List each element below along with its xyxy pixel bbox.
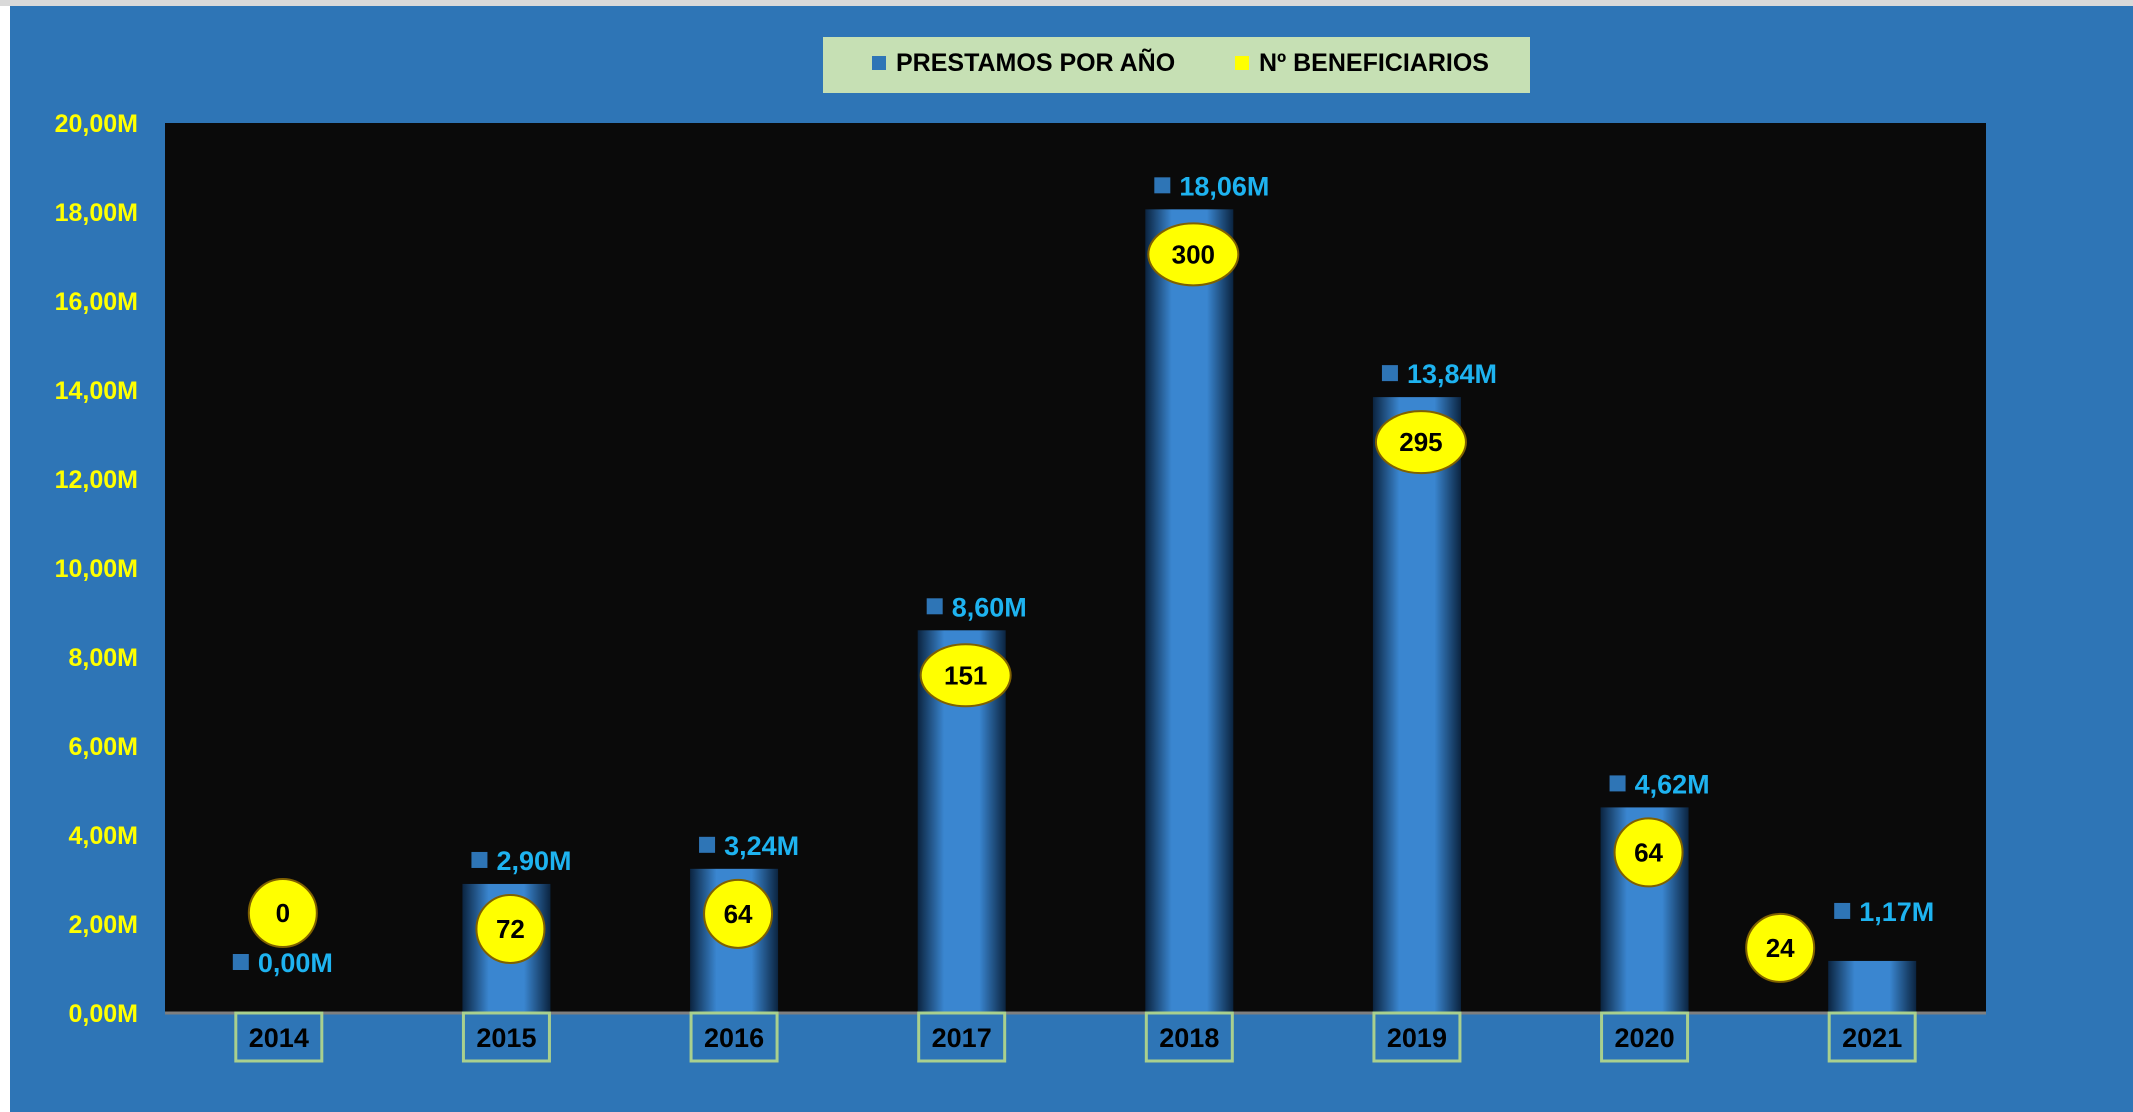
bar-value-label: 3,24M xyxy=(724,831,799,861)
value-label-marker xyxy=(1154,177,1171,194)
y-tick-label: 12,00M xyxy=(55,466,138,494)
bar xyxy=(1145,209,1234,1013)
x-tick-label: 2019 xyxy=(1387,1023,1447,1053)
beneficiaries-label: 0 xyxy=(276,898,290,928)
y-tick-label: 0,00M xyxy=(69,1000,138,1028)
bar-value-label: 4,62M xyxy=(1635,769,1710,799)
top-strip xyxy=(0,0,2133,6)
y-tick-label: 2,00M xyxy=(69,911,138,939)
x-tick-label: 2017 xyxy=(932,1023,992,1053)
beneficiaries-label: 64 xyxy=(724,899,753,929)
category-box xyxy=(461,1011,551,1063)
legend-marker xyxy=(872,56,886,70)
x-tick-label: 2020 xyxy=(1615,1023,1675,1053)
y-tick-label: 10,00M xyxy=(55,555,138,583)
x-tick-label: 2014 xyxy=(249,1023,309,1053)
bar-value-label: 13,84M xyxy=(1407,359,1497,389)
category-box xyxy=(689,1011,779,1063)
plot-area xyxy=(165,123,1986,1013)
y-tick-label: 20,00M xyxy=(55,110,138,138)
beneficiaries-bubble xyxy=(475,893,546,964)
category-box xyxy=(1827,1011,1917,1063)
bar-value-label: 1,17M xyxy=(1859,897,1934,927)
beneficiaries-bubble xyxy=(1374,410,1467,475)
beneficiaries-bubble xyxy=(247,878,318,948)
legend-marker xyxy=(1235,56,1249,70)
value-label-marker xyxy=(1834,902,1851,919)
bar-value-label: 0,00M xyxy=(258,948,333,978)
value-label-marker xyxy=(926,598,943,615)
value-label-marker xyxy=(471,851,488,868)
legend-label: PRESTAMOS POR AÑO xyxy=(896,47,1175,77)
beneficiaries-bubble xyxy=(919,643,1012,708)
x-tick-label: 2015 xyxy=(476,1023,536,1053)
beneficiaries-label: 24 xyxy=(1766,933,1795,963)
y-tick-label: 6,00M xyxy=(69,733,138,761)
category-box xyxy=(1144,1011,1234,1063)
bar xyxy=(1828,960,1917,1013)
y-tick-label: 14,00M xyxy=(55,377,138,405)
bar-series xyxy=(462,209,1917,1013)
beneficiaries-bubble xyxy=(1147,222,1240,287)
bar-value-labels: 0,00M 2,90M 3,24M 8,60M 18,06M 13,84M 4,62M 1,1… xyxy=(232,171,1934,978)
y-axis: 0,00M 2,00M 4,00M 6,00M 8,00M 10,00M 12,00M 14,… xyxy=(55,110,138,1028)
legend-label: Nº BENEFICIARIOS xyxy=(1259,49,1489,77)
value-label-marker xyxy=(699,836,716,853)
beneficiaries-label: 151 xyxy=(944,660,987,690)
bar-value-label: 18,06M xyxy=(1179,171,1269,201)
beneficiaries-bubble xyxy=(1745,912,1816,983)
y-tick-label: 16,00M xyxy=(55,288,138,316)
value-label-marker xyxy=(1609,775,1626,792)
beneficiaries-label: 72 xyxy=(496,914,525,944)
x-tick-label: 2021 xyxy=(1842,1023,1902,1053)
beneficiaries-label: 300 xyxy=(1172,239,1215,269)
category-box xyxy=(234,1011,324,1063)
value-label-marker xyxy=(1381,365,1398,382)
y-tick-label: 18,00M xyxy=(55,199,138,227)
beneficiaries-bubble xyxy=(1613,817,1684,888)
legend-box xyxy=(823,37,1530,93)
beneficiaries-bubble xyxy=(703,878,774,949)
bar-value-label: 2,90M xyxy=(496,846,571,876)
value-label-marker xyxy=(232,954,249,970)
x-tick-label: 2016 xyxy=(704,1023,764,1053)
beneficiaries-label: 64 xyxy=(1634,837,1663,867)
category-box xyxy=(1600,1011,1690,1063)
x-axis: 2014 2015 2016 2017 2018 2019 2020 2021 xyxy=(234,1011,1917,1063)
legend: PRESTAMOS POR AÑO Nº BENEFICIARIOS xyxy=(823,37,1530,93)
beneficiaries-label: 295 xyxy=(1399,427,1442,457)
category-box xyxy=(1372,1011,1462,1063)
bar-value-label: 8,60M xyxy=(952,592,1027,622)
bar xyxy=(1372,397,1461,1013)
y-tick-label: 8,00M xyxy=(69,644,138,672)
beneficiaries-series: 0 72 64 151 300 295 64 24 xyxy=(247,222,1816,983)
y-tick-label: 4,00M xyxy=(69,822,138,850)
x-tick-label: 2018 xyxy=(1159,1023,1219,1053)
category-box xyxy=(917,1011,1007,1063)
